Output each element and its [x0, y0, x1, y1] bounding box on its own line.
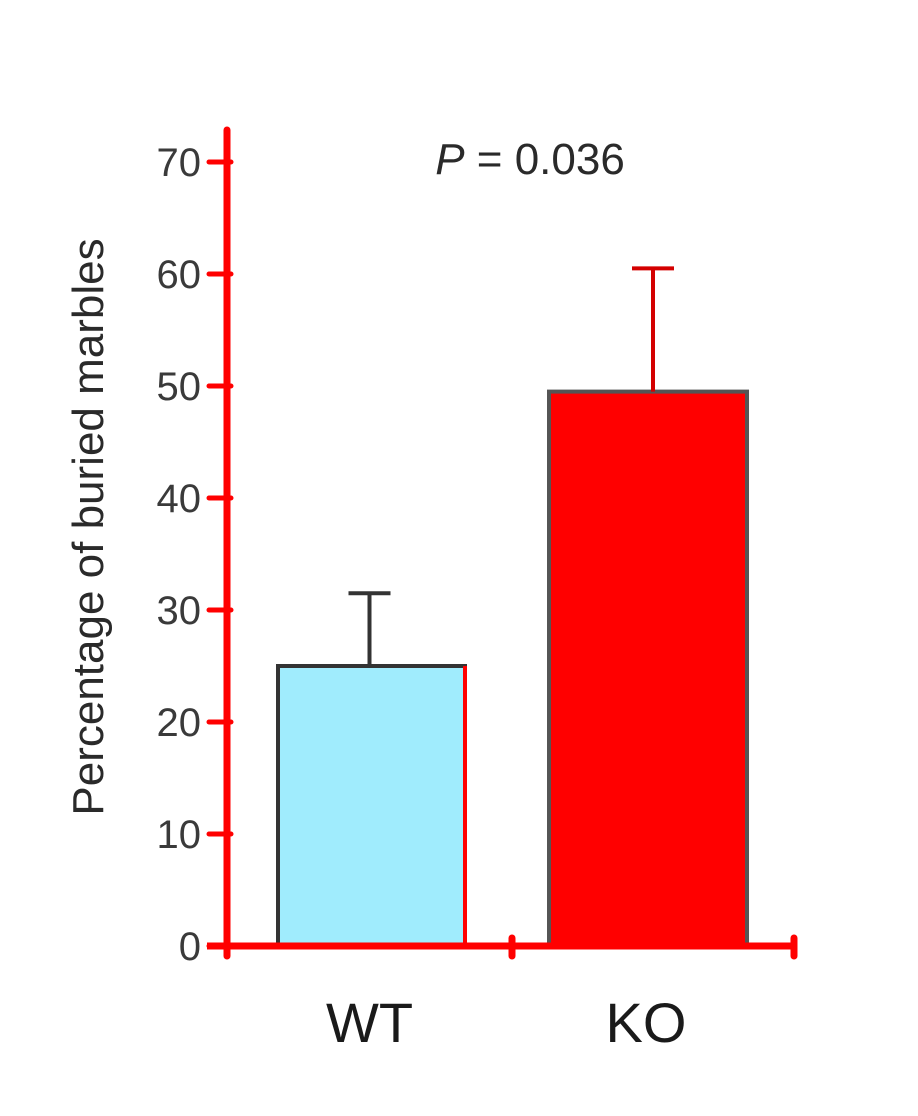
error-bars-layer	[348, 266, 674, 666]
p-value-rest: = 0.036	[465, 135, 625, 184]
y-tick-label-30: 30	[157, 589, 202, 633]
axes-layer	[206, 126, 798, 960]
y-tick-label-50: 50	[157, 365, 202, 409]
y-tick-label-20: 20	[157, 701, 202, 745]
p-value-annotation: P = 0.036	[435, 135, 625, 184]
bar-wt	[276, 664, 467, 948]
y-tick-label-70: 70	[157, 141, 202, 185]
y-tick-label-40: 40	[157, 477, 202, 521]
x-category-label-wt: WT	[326, 991, 413, 1054]
bars-layer	[276, 389, 749, 949]
p-italic: P	[435, 135, 465, 184]
y-tick-label-60: 60	[157, 253, 202, 297]
y-tick-label-10: 10	[157, 813, 202, 857]
x-category-label-ko: KO	[606, 991, 687, 1054]
y-tick-label-0: 0	[179, 925, 201, 969]
bar-ko	[547, 389, 749, 949]
y-axis-label: Percentage of buried marbles	[64, 238, 113, 815]
labels-layer: 0 10 20 30 40 50 60 70 WT KO	[157, 141, 687, 1054]
